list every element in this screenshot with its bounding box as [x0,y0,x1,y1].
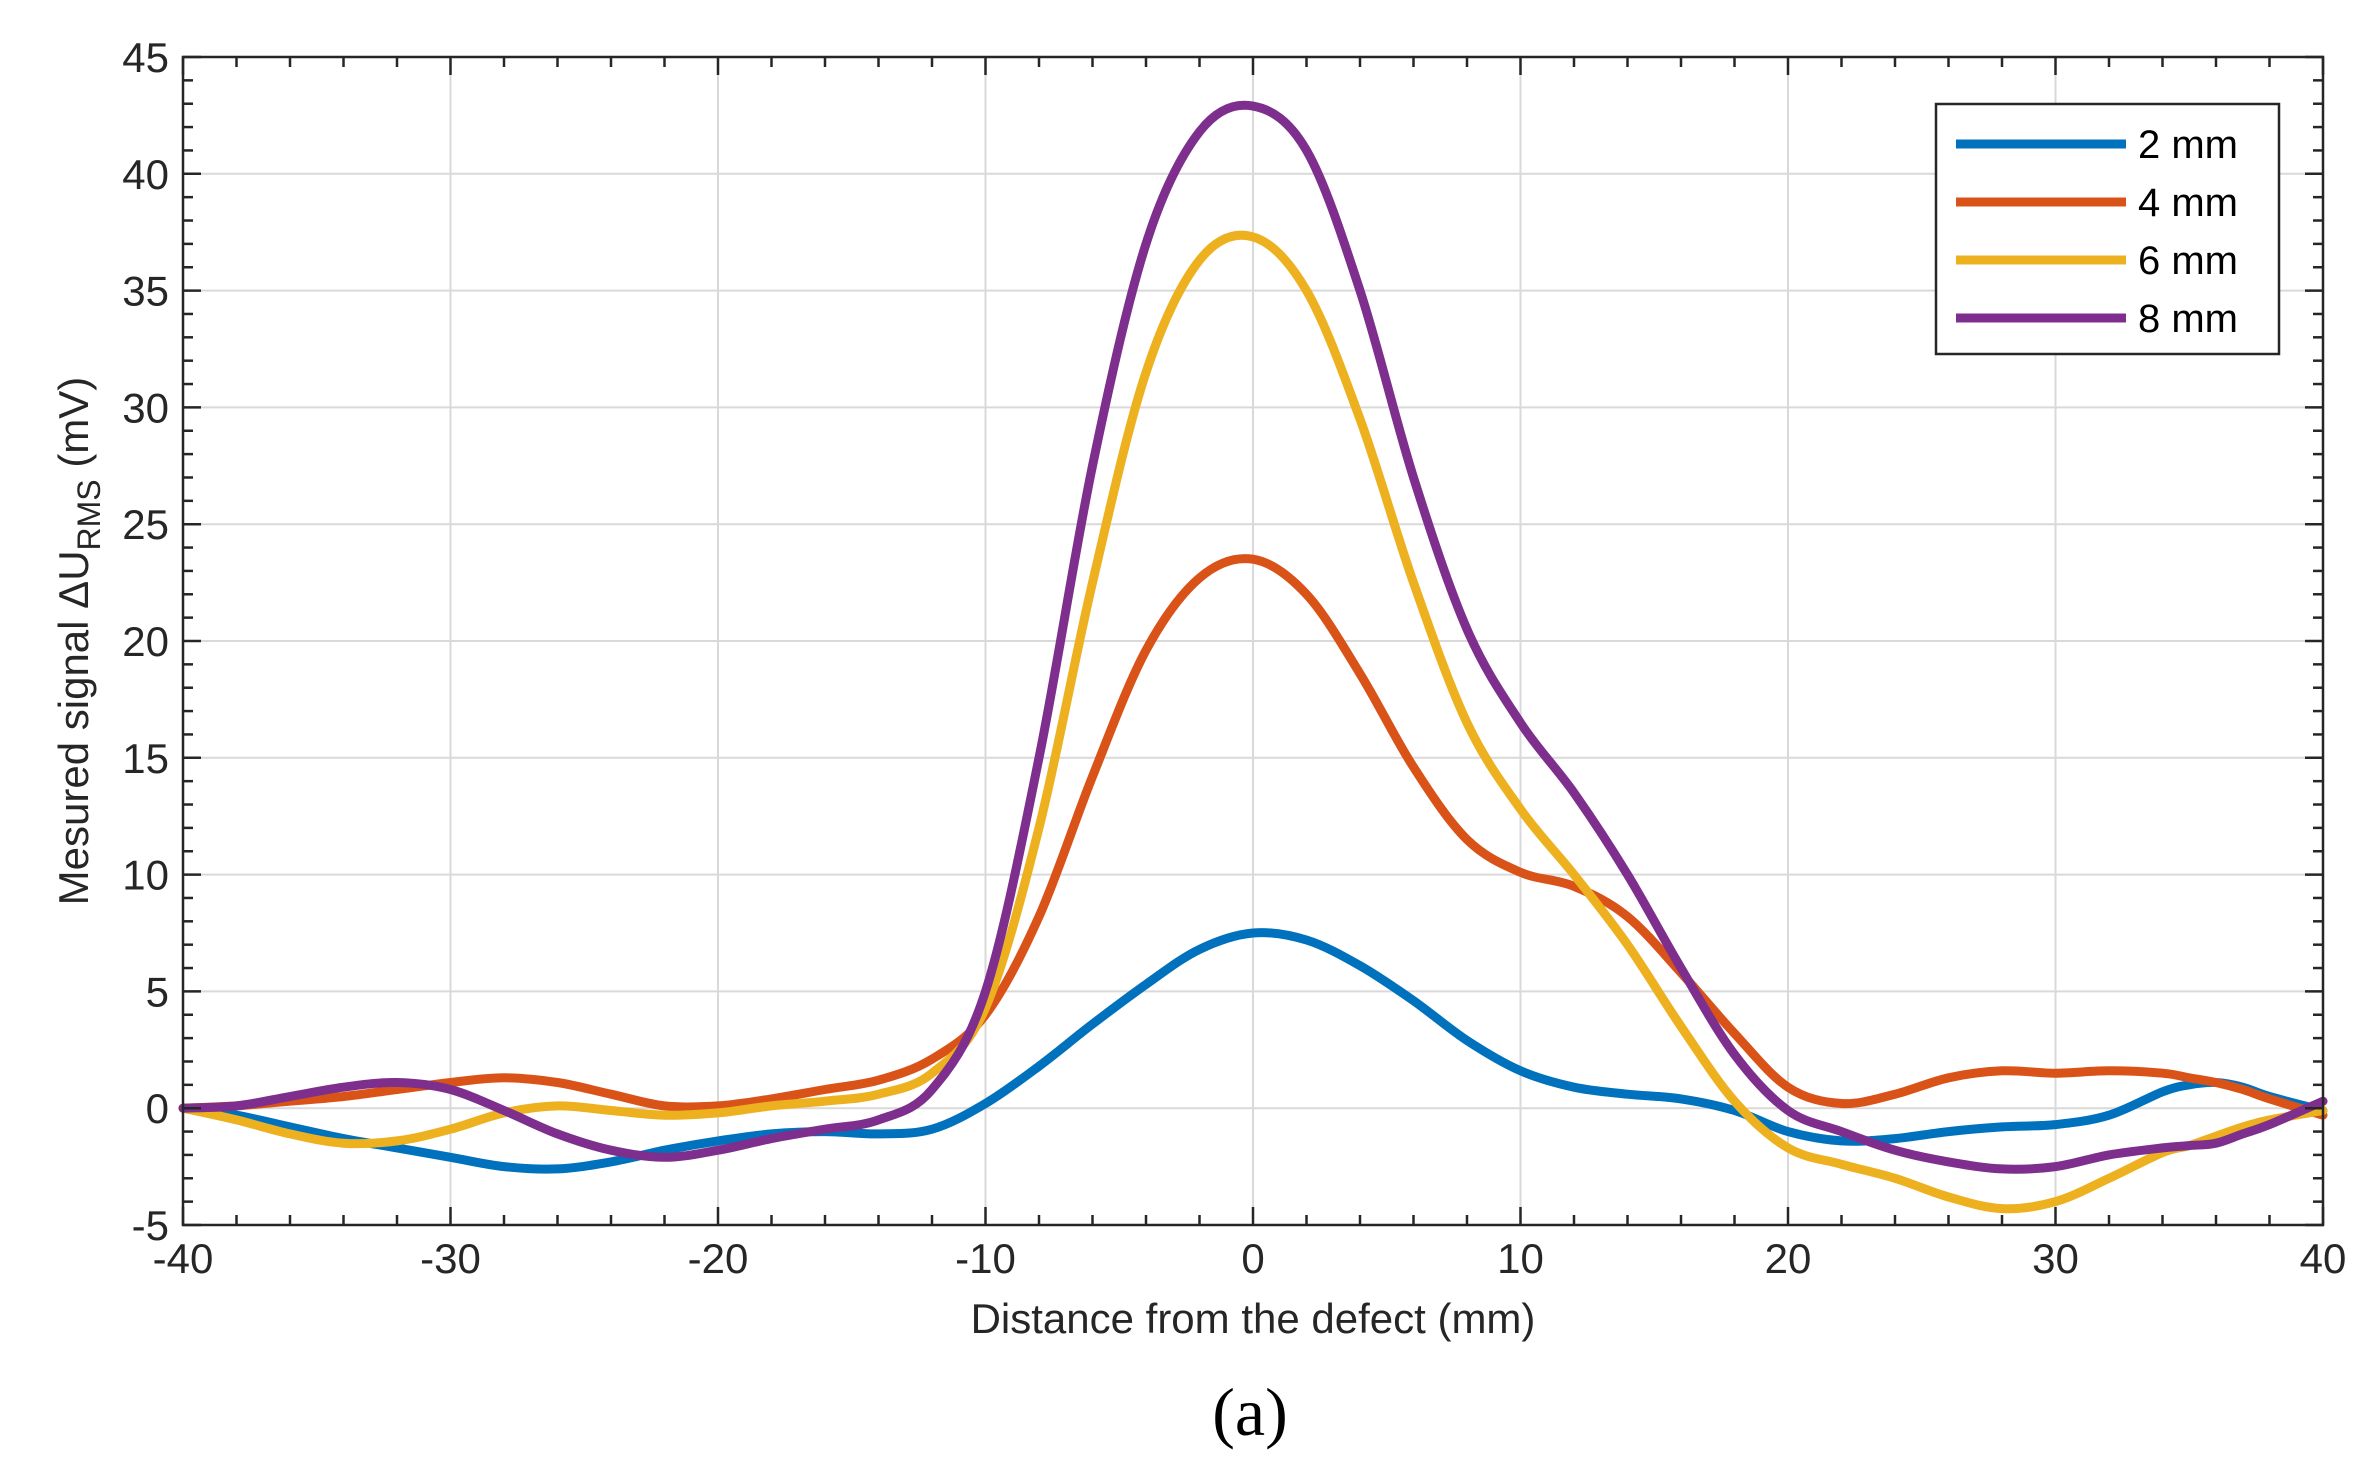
x-tick-label: 30 [2032,1235,2079,1282]
y-axis-title-main: Mesured signal ΔU [50,550,97,905]
y-tick-label: 20 [122,618,169,665]
x-axis-title: Distance from the defect (mm) [971,1295,1536,1342]
x-tick-label: -20 [688,1235,749,1282]
series-line-2-mm [178,928,2328,1174]
y-tick-label: 30 [122,384,169,431]
figure-caption: (a) [1212,1374,1287,1450]
y-tick-label: 10 [122,852,169,899]
legend-label: 2 mm [2138,123,2238,167]
y-axis-title-unit: (mV) [50,377,97,480]
series-line-6-mm [178,230,2328,1214]
y-axis-title: Mesured signal ΔURMS (mV) [50,377,107,906]
legend-entry-6-mm[interactable]: 6 mm [1956,239,2238,283]
x-tick-label: -10 [955,1235,1016,1282]
grid-lines [182,56,2324,1226]
series-line-4-mm [178,554,2328,1120]
legend-entry-2-mm[interactable]: 2 mm [1956,123,2238,167]
y-axis-title-subscript: RMS [71,479,107,550]
x-tick-label: 10 [1497,1235,1544,1282]
x-tick-label: -30 [420,1235,481,1282]
legend[interactable]: 2 mm 4 mm 6 mm 8 mm [1934,102,2281,356]
y-tick-label: 40 [122,151,169,198]
y-tick-label: 45 [122,34,169,81]
y-tick-label: 35 [122,268,169,315]
tick-marks [181,55,2325,1227]
legend-label: 4 mm [2138,181,2238,225]
x-tick-labels: -40 -30 -20 -10 0 10 20 30 40 [153,1235,2347,1282]
x-tick-label: -40 [153,1235,214,1282]
x-tick-label: 0 [1241,1235,1264,1282]
series-line-8-mm [178,100,2328,1174]
y-tick-label: 5 [146,968,169,1015]
x-tick-label: 20 [1765,1235,1812,1282]
y-tick-labels: -5 0 5 10 15 20 25 30 35 40 45 [122,34,169,1249]
legend-entry-8-mm[interactable]: 8 mm [1956,297,2238,341]
legend-entry-4-mm[interactable]: 4 mm [1956,181,2238,225]
legend-label: 6 mm [2138,239,2238,283]
y-tick-label: 0 [146,1085,169,1132]
series-lines [178,100,2328,1214]
legend-entries: 2 mm 4 mm 6 mm 8 mm [1956,123,2238,341]
y-tick-label: 25 [122,501,169,548]
y-tick-label: 15 [122,735,169,782]
y-tick-label: -5 [132,1202,169,1249]
x-tick-label: 40 [2300,1235,2347,1282]
legend-label: 8 mm [2138,297,2238,341]
